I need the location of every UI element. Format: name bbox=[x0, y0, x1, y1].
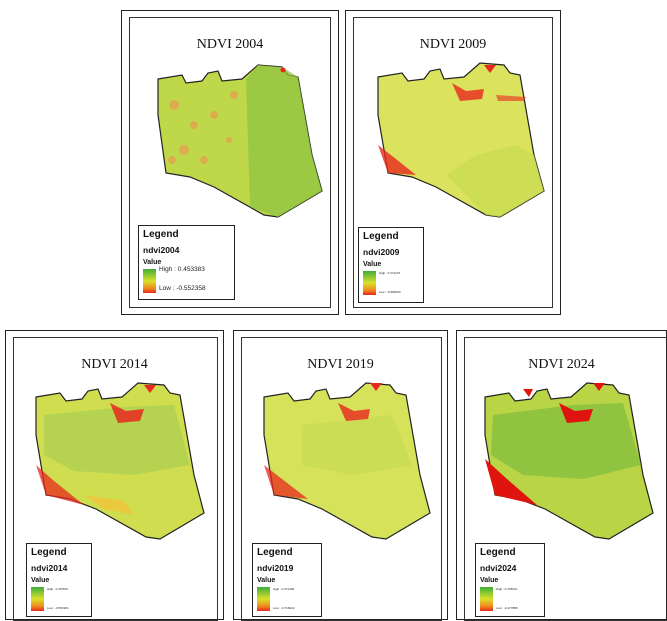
map-panel-2004: NDVI 2004 Legend ndvi2004 Value High : 0… bbox=[121, 10, 339, 315]
study-area-map bbox=[484, 382, 654, 540]
map-legend: Legend ndvi2014 Value High : 0.367507 Lo… bbox=[26, 543, 92, 617]
legend-color-ramp bbox=[363, 271, 376, 295]
legend-color-ramp bbox=[257, 587, 270, 611]
map-neatline bbox=[129, 17, 331, 308]
legend-value-label: Value bbox=[257, 577, 276, 584]
legend-heading: Legend bbox=[480, 547, 516, 558]
map-legend: Legend ndvi2024 Value High : 0.478941 Lo… bbox=[475, 543, 545, 617]
legend-color-ramp bbox=[31, 587, 44, 611]
study-area-map bbox=[157, 64, 323, 218]
legend-high-label: High : 0.367507 bbox=[47, 587, 69, 591]
legend-color-ramp bbox=[143, 269, 156, 293]
map-title: NDVI 2024 bbox=[528, 357, 595, 372]
map-title: NDVI 2004 bbox=[196, 37, 264, 52]
map-panel-2014: NDVI 2014 Legend ndvi2014 Value High : 0… bbox=[5, 330, 224, 621]
map-panel-2019: NDVI 2019 Legend ndvi2019 Value High : 0… bbox=[233, 330, 448, 621]
legend-low-label: Low : -0.588150 bbox=[379, 290, 401, 294]
legend-value-label: Value bbox=[31, 577, 50, 584]
legend-high-label: High : 0.371406 bbox=[273, 587, 295, 591]
legend-layer-name: ndvi2019 bbox=[257, 563, 294, 573]
legend-heading: Legend bbox=[363, 231, 399, 242]
legend-value-label: Value bbox=[363, 261, 382, 268]
legend-color-ramp bbox=[480, 587, 493, 611]
legend-value-label: Value bbox=[143, 259, 162, 266]
map-legend: Legend ndvi2004 Value High : 0.453383 Lo… bbox=[138, 225, 235, 300]
legend-high-label: High : 0.371270 bbox=[379, 271, 401, 275]
legend-high-label: High : 0.478941 bbox=[496, 587, 518, 591]
map-neatline bbox=[353, 17, 553, 308]
legend-high-label: High : 0.453383 bbox=[159, 266, 205, 273]
legend-heading: Legend bbox=[143, 229, 179, 240]
legend-low-label: Low : -0.477888 bbox=[496, 606, 518, 610]
legend-heading: Legend bbox=[257, 547, 293, 558]
map-panel-2024: NDVI 2024 Legend ndvi2024 Value High : 0… bbox=[456, 330, 667, 621]
legend-layer-name: ndvi2009 bbox=[363, 247, 400, 257]
study-area-map bbox=[35, 382, 205, 540]
legend-layer-name: ndvi2024 bbox=[480, 563, 517, 573]
legend-value-label: Value bbox=[480, 577, 499, 584]
study-area-map bbox=[377, 62, 545, 218]
study-area-map bbox=[263, 382, 431, 540]
legend-layer-name: ndvi2014 bbox=[31, 563, 68, 573]
legend-layer-name: ndvi2004 bbox=[143, 245, 180, 255]
map-title: NDVI 2014 bbox=[81, 357, 148, 372]
map-title: NDVI 2019 bbox=[307, 357, 374, 372]
map-legend: Legend ndvi2019 Value High : 0.371406 Lo… bbox=[252, 543, 322, 617]
legend-low-label: Low : -0.551991 bbox=[47, 606, 69, 610]
map-title: NDVI 2009 bbox=[419, 37, 487, 52]
legend-heading: Legend bbox=[31, 547, 67, 558]
legend-low-label: Low : -0.552358 bbox=[159, 285, 206, 292]
legend-low-label: Low : -0.716022 bbox=[273, 606, 295, 610]
map-panel-2009: NDVI 2009 Legend ndvi2009 Value High : 0… bbox=[345, 10, 561, 315]
map-legend: Legend ndvi2009 Value High : 0.371270 Lo… bbox=[358, 227, 424, 303]
